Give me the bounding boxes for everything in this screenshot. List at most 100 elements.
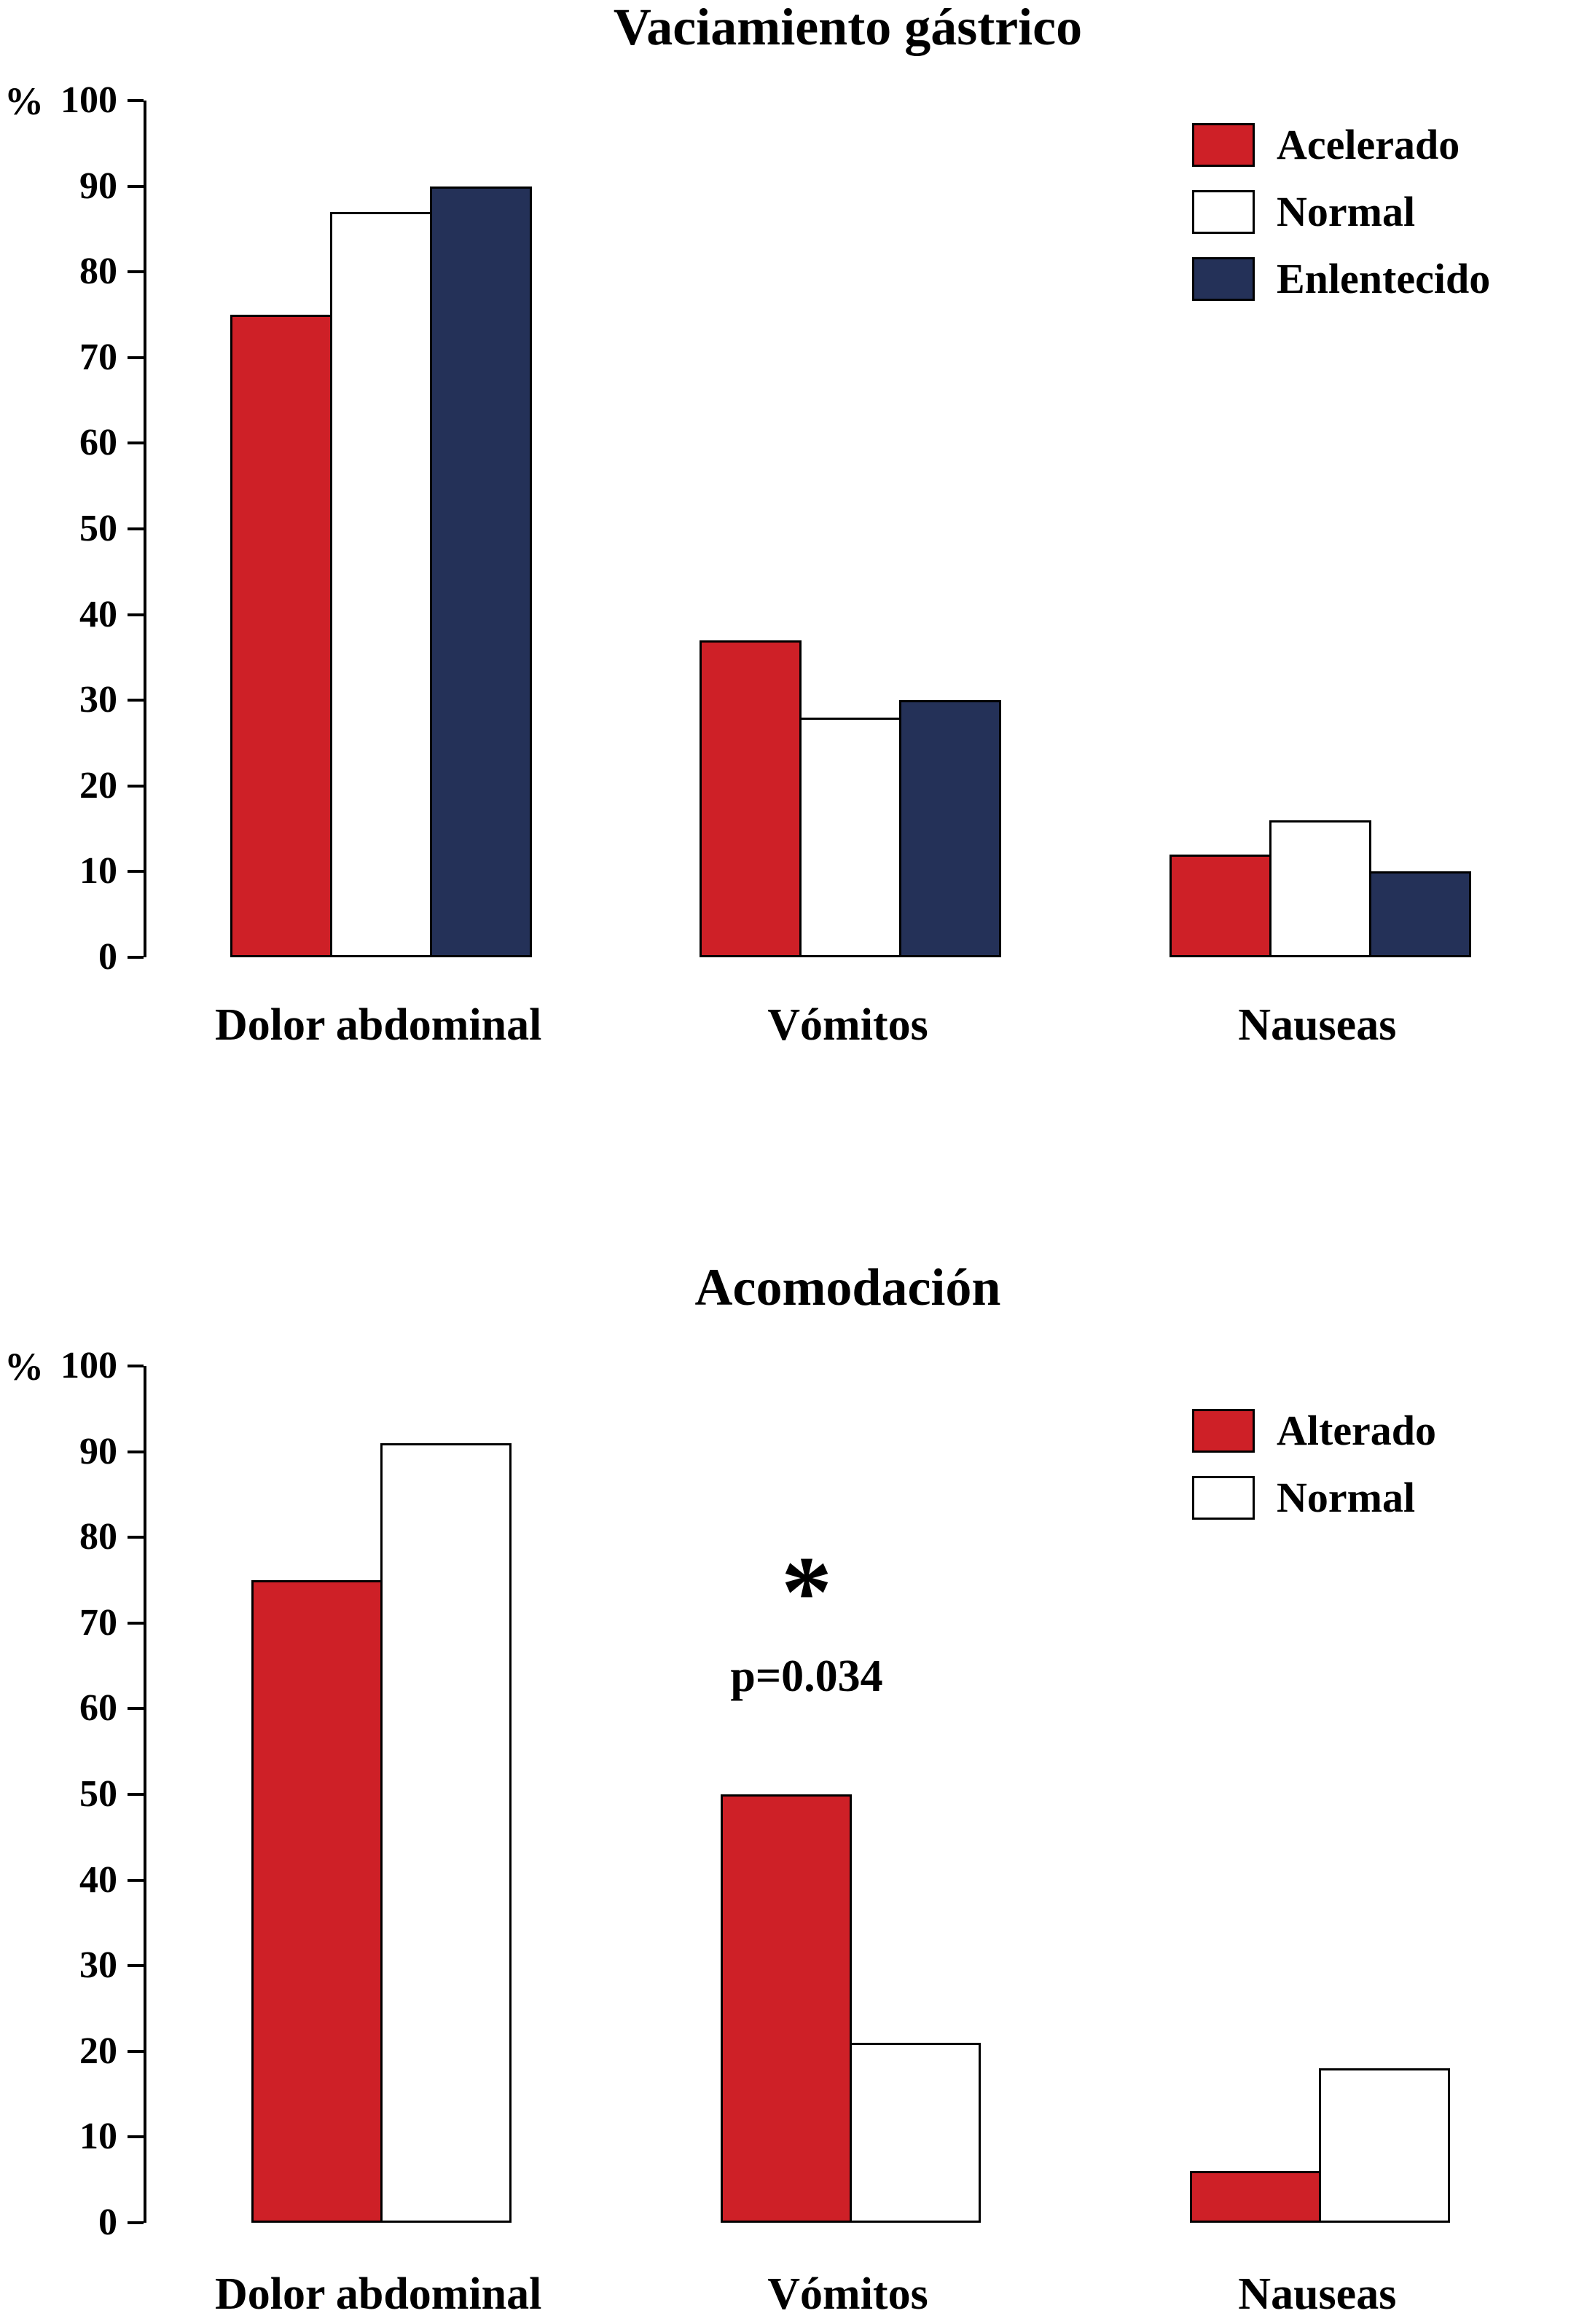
y-tick-label: 10 [79,2116,117,2158]
x-category-label-dolor-abdominal: Dolor abdominal [214,1000,542,1050]
plot-area [144,1366,1555,2223]
y-tick-label: 30 [79,1944,117,1987]
legend-label: Enlentecido [1277,255,1491,302]
y-tick-mark [128,1365,144,1367]
x-axis-labels: Dolor abdominal Vómitos Nauseas [144,2272,1552,2317]
y-tick-mark [128,870,144,874]
y-tick-mark [128,1536,144,1539]
y-tick-mark [128,784,144,788]
y-tick-label: 10 [79,850,117,892]
y-tick-mark [128,2221,144,2224]
y-axis: 0 10 20 30 40 50 60 70 80 90 100 [0,82,144,976]
bar-group-vomitos [616,1366,1085,2223]
y-axis-unit-label: % [4,1345,44,1389]
bar-group-vomitos [616,101,1085,957]
significance-annotation: * p=0.034 [705,1536,909,1701]
bar-normal-dolor-abdominal [330,211,433,957]
y-tick-mark [128,184,144,188]
bar-acelerado-dolor-abdominal [230,315,333,957]
y-tick-label: 100 [60,79,117,121]
y-tick-mark [128,1964,144,1968]
y-tick-label: 90 [79,165,117,207]
y-tick-mark [128,1793,144,1796]
y-tick-mark [128,956,144,959]
legend-swatch-normal [1192,190,1255,234]
legend-item-normal: Normal [1192,184,1490,240]
y-axis: 0 10 20 30 40 50 60 70 80 90 100 [0,1347,144,2242]
x-category-label-vomitos: Vómitos [767,2269,928,2319]
y-tick-mark [128,1621,144,1625]
y-tick-label: 0 [98,2202,117,2243]
accommodation-chart: Acomodación % 0 10 20 30 40 50 60 70 80 90 100 Dol… [0,1260,1579,2324]
x-axis-labels: Dolor abdominal Vómitos Nauseas [144,1002,1552,1048]
bar-group-dolor-abdominal [146,1366,616,2223]
x-category-label-dolor-abdominal: Dolor abdominal [214,2269,542,2319]
y-tick-label: 30 [79,679,117,721]
legend-swatch-enlentecido [1192,257,1255,301]
y-tick-label: 80 [79,251,117,293]
y-tick-mark [128,270,144,274]
y-tick-mark [128,2135,144,2139]
y-tick-label: 20 [79,764,117,806]
legend-item-alterado: Alterado [1192,1402,1436,1459]
legend-item-enlentecido: Enlentecido [1192,251,1490,307]
y-tick-label: 90 [79,1430,117,1472]
y-tick-mark [128,99,144,102]
significance-star: * [781,1536,832,1649]
y-axis-unit-label: % [4,79,44,123]
y-tick-mark [128,1707,144,1711]
bar-group-nauseas [1086,101,1555,957]
legend: Acelerado Normal Enlentecido [1192,117,1490,307]
y-tick-label: 70 [79,336,117,378]
bar-normal-nauseas [1319,2068,1451,2223]
y-tick-label: 20 [79,2030,117,2072]
bar-normal-nauseas [1269,820,1371,957]
bar-normal-dolor-abdominal [380,1442,512,2223]
chart-title: Vaciamiento gástrico [613,0,1083,56]
y-tick-label: 100 [60,1345,117,1386]
x-category-label-vomitos: Vómitos [767,1000,928,1050]
plot-area [144,101,1555,957]
bar-acelerado-vomitos [700,640,802,957]
y-tick-mark [128,613,144,616]
bar-alterado-dolor-abdominal [251,1580,383,2223]
legend-item-acelerado: Acelerado [1192,117,1490,173]
y-tick-mark [128,527,144,530]
legend-item-normal: Normal [1192,1469,1436,1526]
bar-enlentecido-vomitos [899,700,1002,957]
gastric-emptying-chart: Vaciamiento gástrico % 0 10 20 30 40 50 60 70 80… [0,0,1579,1093]
y-tick-mark [128,2049,144,2053]
y-tick-label: 60 [79,422,117,464]
y-tick-label: 60 [79,1687,117,1730]
bar-alterado-nauseas [1190,2171,1322,2223]
y-tick-label: 70 [79,1601,117,1644]
bar-normal-vomitos [849,2043,981,2223]
bar-acelerado-nauseas [1169,854,1272,957]
bar-normal-vomitos [799,717,902,957]
legend: Alterado Normal [1192,1402,1436,1526]
legend-swatch-acelerado [1192,123,1255,167]
bar-enlentecido-nauseas [1368,871,1471,957]
bar-enlentecido-dolor-abdominal [430,186,533,957]
y-tick-label: 40 [79,593,117,635]
y-tick-mark [128,356,144,359]
legend-label: Acelerado [1277,121,1460,168]
legend-swatch-normal [1192,1476,1255,1520]
y-tick-mark [128,1450,144,1453]
legend-label: Normal [1277,188,1416,235]
y-tick-mark [128,699,144,702]
y-tick-label: 0 [98,936,117,978]
bar-alterado-vomitos [720,1794,852,2223]
y-tick-mark [128,1878,144,1882]
y-tick-label: 50 [79,1773,117,1815]
y-tick-label: 50 [79,508,117,549]
y-tick-label: 40 [79,1858,117,1901]
p-value-label: p=0.034 [730,1652,883,1701]
legend-label: Alterado [1277,1407,1437,1454]
chart-title: Acomodación [694,1258,1001,1316]
x-category-label-nauseas: Nauseas [1238,2269,1397,2319]
x-category-label-nauseas: Nauseas [1238,1000,1397,1050]
legend-label: Normal [1277,1474,1416,1521]
y-tick-mark [128,441,144,445]
